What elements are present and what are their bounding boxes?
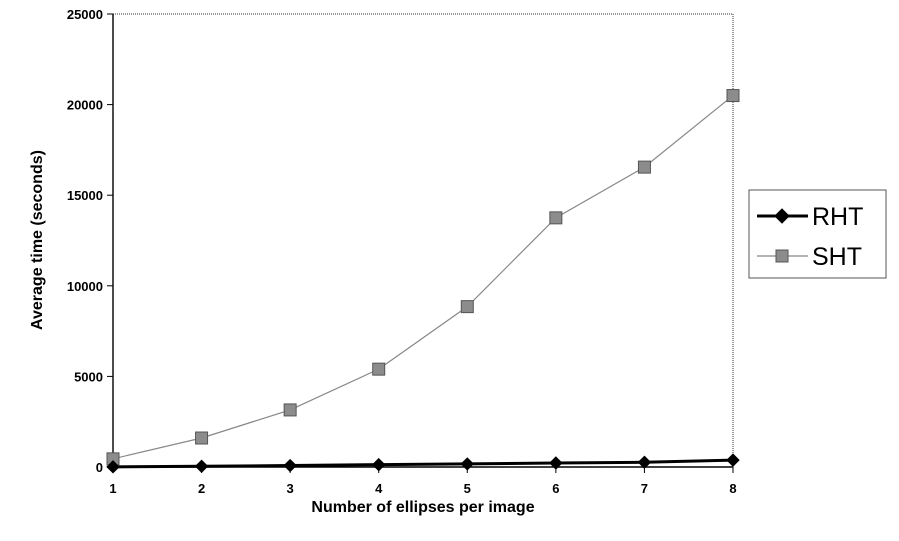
data-point-sht	[637, 160, 651, 174]
y-tick-label: 5000	[74, 369, 103, 384]
data-point-sht	[372, 362, 386, 376]
legend-item-rht: RHT	[757, 203, 863, 231]
x-axis-title: Number of ellipses per image	[311, 499, 534, 516]
x-tick-label: 3	[287, 481, 294, 496]
data-point-sht	[726, 89, 740, 103]
data-point-rht	[637, 455, 652, 469]
data-point-rht	[194, 459, 209, 473]
y-axis-ticks: 0 5000 10000 15000 20000 25000	[67, 7, 113, 475]
x-tick-label: 2	[198, 481, 205, 496]
data-point-rht	[283, 458, 297, 473]
data-point-rht	[372, 457, 386, 472]
plot-area-frame	[112, 13, 734, 468]
y-tick-label: 25000	[67, 7, 103, 22]
legend-marker	[774, 208, 790, 224]
legend-label: RHT	[812, 203, 863, 231]
series-layer	[106, 89, 740, 474]
x-tick-label: 1	[109, 481, 116, 496]
x-axis-ticks: 1 2 3 4 5 6 7 8	[109, 467, 737, 496]
series-sht	[106, 89, 740, 466]
x-tick-label: 5	[464, 481, 471, 496]
data-point-sht	[195, 431, 209, 445]
data-point-rht	[106, 460, 120, 474]
legend-label: SHT	[812, 243, 862, 271]
series-rht	[106, 453, 740, 474]
x-tick-label: 7	[641, 481, 648, 496]
data-point-sht	[549, 211, 563, 225]
series-line-rht	[112, 458, 734, 469]
data-point-sht	[460, 300, 474, 314]
y-tick-label: 20000	[67, 98, 103, 113]
legend-marker	[775, 249, 789, 263]
data-point-rht	[460, 457, 474, 471]
x-tick-label: 6	[552, 481, 559, 496]
data-point-rht	[726, 453, 740, 467]
legend: RHT SHT	[748, 189, 887, 279]
x-tick-label: 4	[375, 481, 383, 496]
y-axis-title: Average time (seconds)	[29, 150, 46, 330]
data-point-sht	[283, 403, 297, 417]
legend-item-sht: SHT	[757, 243, 862, 271]
x-tick-label: 8	[729, 481, 736, 496]
series-line-sht	[112, 95, 734, 460]
y-tick-label: 10000	[67, 279, 103, 294]
y-tick-label: 0	[96, 460, 103, 475]
legend-box	[748, 189, 887, 279]
data-point-rht	[549, 456, 563, 470]
y-tick-label: 15000	[67, 188, 103, 203]
